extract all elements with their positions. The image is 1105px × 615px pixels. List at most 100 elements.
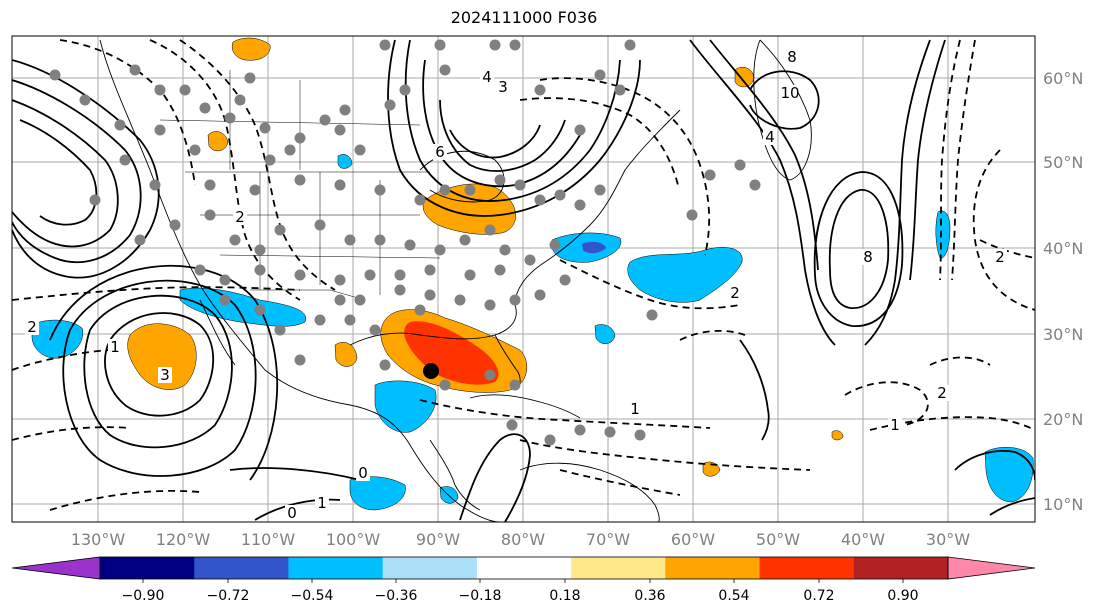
south-america xyxy=(519,462,660,522)
station-dot xyxy=(424,264,436,276)
contour-label-bg xyxy=(285,505,299,521)
station-dot xyxy=(319,114,331,126)
colorbar-tick-label: 0.72 xyxy=(803,588,834,604)
station-dot xyxy=(554,189,566,201)
station-dot xyxy=(314,219,326,231)
longitude-label: 100°W xyxy=(326,530,381,549)
contour-label-bg xyxy=(496,79,510,95)
map-title: 2024111000 F036 xyxy=(450,8,598,27)
station-dot xyxy=(294,269,306,281)
station-dot xyxy=(254,264,266,276)
anomaly-orange-small2 xyxy=(334,342,358,367)
contour-label-bg xyxy=(993,249,1007,265)
negative-anomaly-regions xyxy=(31,154,1034,511)
north-america-coast xyxy=(99,39,501,522)
station-dot xyxy=(424,289,436,301)
station-dot xyxy=(364,269,376,281)
station-dot xyxy=(354,294,366,306)
station-dot xyxy=(459,234,471,246)
station-dot xyxy=(686,209,698,221)
station-dot xyxy=(219,294,231,306)
station-dot xyxy=(514,179,526,191)
contours xyxy=(12,39,1035,522)
station-dot xyxy=(484,369,496,381)
station-dot xyxy=(374,234,386,246)
contour-label-bg xyxy=(785,49,799,65)
anomaly-blue-atlantic xyxy=(627,247,743,303)
contour-label: 2 xyxy=(995,248,1005,266)
colorbar-tick-label: −0.90 xyxy=(122,588,165,604)
longitude-label: 90°W xyxy=(416,530,460,549)
longitude-label: 30°W xyxy=(926,530,970,549)
longitude-label: 50°W xyxy=(756,530,800,549)
colorbar-segment xyxy=(194,557,289,579)
colorbar-segment xyxy=(288,557,384,579)
station-dot xyxy=(574,199,586,211)
colorbar-segment xyxy=(100,557,195,579)
latitude-label: 30°N xyxy=(1043,325,1083,344)
station-dot xyxy=(79,94,91,106)
station-dot xyxy=(394,269,406,281)
longitude-label: 120°W xyxy=(156,530,211,549)
station-dot xyxy=(704,169,716,181)
station-dot xyxy=(259,122,271,134)
station-dot xyxy=(574,124,586,136)
station-dot xyxy=(339,104,351,116)
station-dot xyxy=(574,424,586,436)
station-dot xyxy=(404,239,416,251)
gulf-coast xyxy=(349,109,681,346)
colorbar-tick-label: −0.72 xyxy=(207,588,250,604)
station-dot xyxy=(274,324,286,336)
station-dot xyxy=(119,154,131,166)
latitude-labels: 60°N 50°N 40°N 30°N 20°N 10°N xyxy=(1043,69,1083,514)
station-dot xyxy=(254,244,266,256)
contour-label-bg xyxy=(628,401,642,417)
station-dot xyxy=(464,184,476,196)
anomaly-blue-small1 xyxy=(594,324,616,344)
contour-label: 0 xyxy=(358,464,368,482)
station-dot xyxy=(464,269,476,281)
anomaly-blue-southeast xyxy=(984,446,1034,503)
station-dot xyxy=(284,144,296,156)
station-dot xyxy=(294,132,306,144)
contour-label-bg xyxy=(861,249,875,265)
station-dot xyxy=(484,224,496,236)
station-dot xyxy=(149,179,161,191)
anomaly-blue-caribbean xyxy=(374,380,437,433)
contour-label-bg xyxy=(25,319,39,335)
contour-label: 1 xyxy=(317,494,327,512)
map-frame xyxy=(11,35,1036,523)
anomaly-orange-small1 xyxy=(207,131,229,152)
contour-label: 3 xyxy=(498,78,508,96)
anomaly-orange-greatlakes xyxy=(422,183,516,235)
contour-label-bg xyxy=(763,129,777,145)
station-dot xyxy=(399,84,411,96)
station-dot xyxy=(499,244,511,256)
station-dot xyxy=(509,294,521,306)
station-dot xyxy=(549,239,561,251)
contour-label: 0 xyxy=(287,504,297,522)
station-dot xyxy=(624,39,636,51)
station-dot xyxy=(219,274,231,286)
station-dot xyxy=(264,154,276,166)
cuba xyxy=(469,394,581,419)
contour-label: 8 xyxy=(787,48,797,66)
contour-atlantic-trough xyxy=(689,39,946,346)
station-dot xyxy=(604,426,616,438)
station-dot xyxy=(334,274,346,286)
colorbar-frame xyxy=(99,556,949,580)
station-dot xyxy=(154,84,166,96)
station-dot xyxy=(646,309,658,321)
contour-label: 3 xyxy=(160,366,170,384)
station-dot xyxy=(379,39,391,51)
latitude-label: 10°N xyxy=(1043,495,1083,514)
contour-pacific-lowlat xyxy=(49,264,279,481)
station-dot xyxy=(489,39,501,51)
station-dot xyxy=(524,254,536,266)
anomaly-orange-north xyxy=(231,37,271,61)
station-dot xyxy=(199,102,211,114)
colorbar-extend-max xyxy=(947,556,1036,580)
contour-label: 2 xyxy=(27,318,37,336)
station-dot xyxy=(244,72,256,84)
